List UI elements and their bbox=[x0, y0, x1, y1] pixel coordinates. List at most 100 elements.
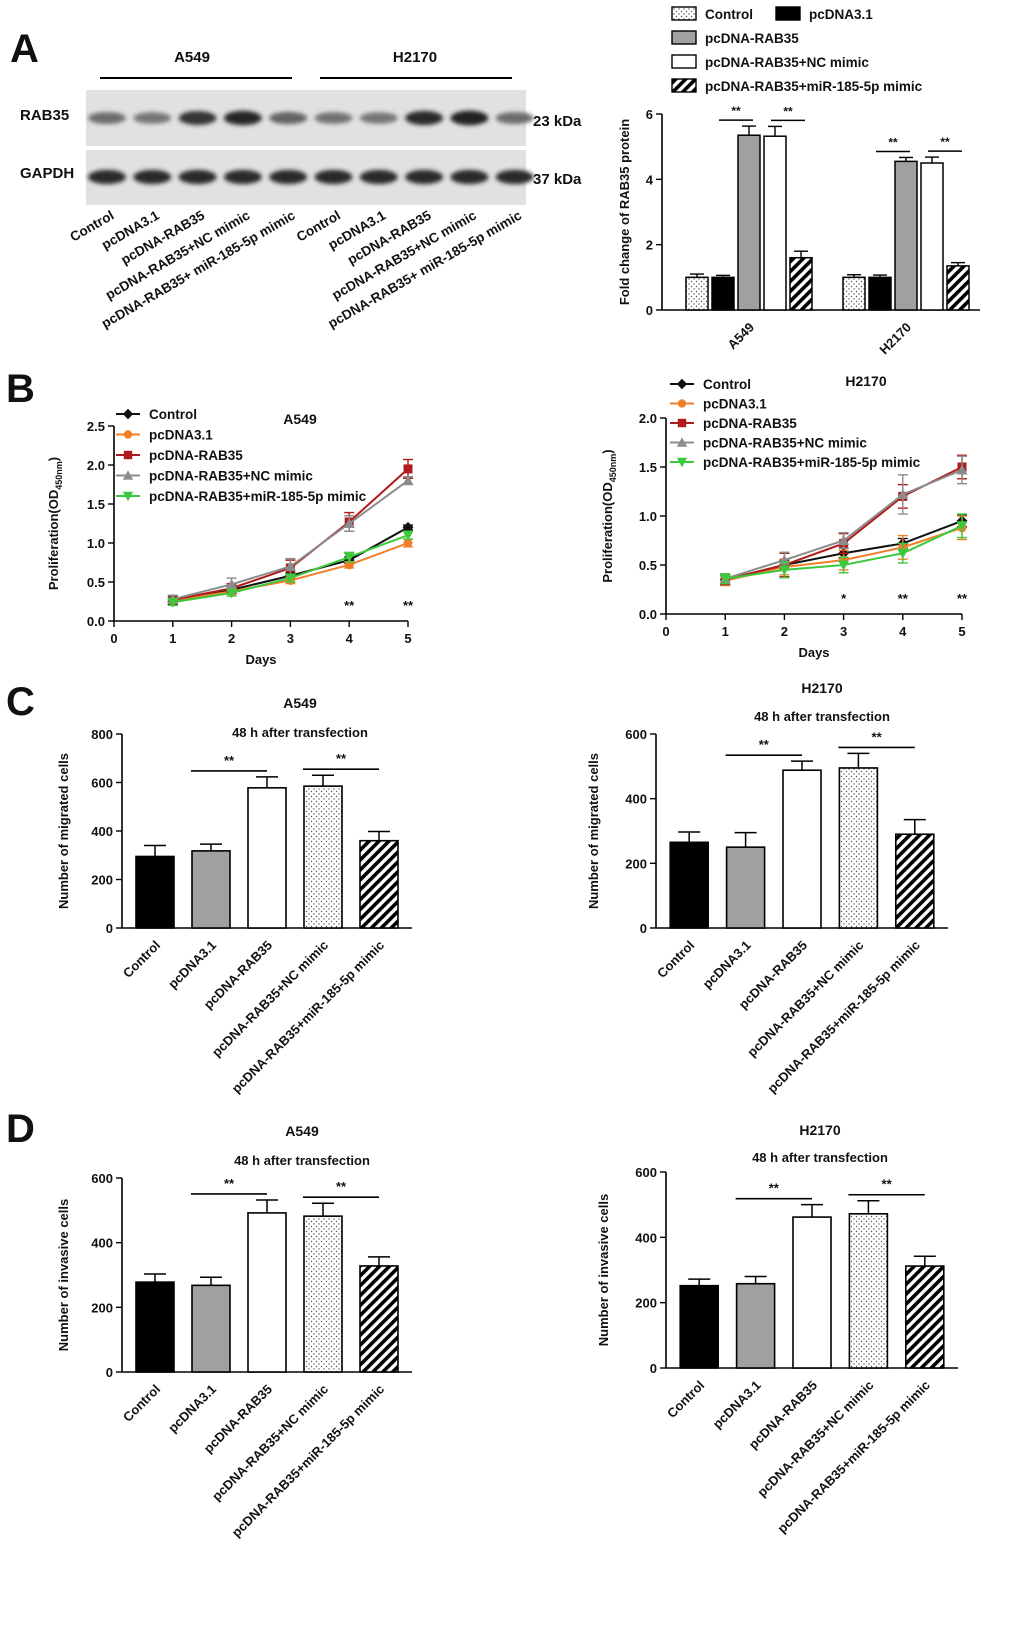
line-chart-B-H2170: 0.0 0.5 1.0 1.5 2.0 0 1 2 3 4 5 Days Proliferation(O… bbox=[600, 373, 968, 660]
y-tick-label: 800 bbox=[91, 727, 113, 742]
y-tick-label: 6 bbox=[646, 107, 653, 122]
y-axis-label: Number of migrated cells bbox=[56, 753, 71, 909]
point-marker bbox=[344, 560, 354, 570]
blot-band bbox=[133, 169, 172, 185]
chart-title: A549 bbox=[285, 1123, 319, 1139]
significance-label: ** bbox=[888, 135, 898, 149]
y-tick-label: 400 bbox=[91, 824, 113, 839]
western-blot: A549 H2170 RAB35 GAPDH 23 kDa 37 kDa Con… bbox=[20, 49, 582, 331]
chart-title: A549 bbox=[283, 695, 317, 711]
x-axis-label: Days bbox=[245, 652, 276, 667]
legend-label: pcDNA-RAB35+NC mimic bbox=[149, 469, 313, 484]
y-tick-label: 600 bbox=[625, 727, 647, 742]
category-label: pcDNA3.1 bbox=[165, 1382, 219, 1436]
bar bbox=[359, 1265, 399, 1373]
legend-swatch bbox=[671, 30, 697, 45]
bar bbox=[789, 256, 813, 311]
bar-chart-A-bar: 0 2 4 6 Fold change of RAB35 protein A549 ** **… bbox=[617, 104, 980, 357]
blot-band bbox=[88, 169, 126, 185]
x-tick-label: 2 bbox=[228, 631, 235, 646]
chart-title: A549 bbox=[283, 411, 317, 427]
y-tick-label: 200 bbox=[635, 1296, 657, 1311]
blot-band bbox=[359, 169, 398, 185]
blot-band bbox=[405, 169, 444, 185]
point-marker bbox=[123, 430, 133, 439]
significance-label: ** bbox=[940, 135, 950, 149]
point-marker bbox=[677, 418, 687, 428]
bar bbox=[711, 276, 735, 311]
significance-label: ** bbox=[872, 729, 883, 744]
bar bbox=[247, 1212, 287, 1373]
point-marker bbox=[122, 491, 134, 502]
point-marker bbox=[284, 573, 296, 584]
x-tick-label: 1 bbox=[722, 624, 729, 639]
legend-label: pcDNA3.1 bbox=[149, 428, 213, 443]
bar bbox=[904, 1265, 945, 1369]
y-axis-label: Proliferation(OD450nm) bbox=[600, 449, 618, 582]
point-marker bbox=[897, 488, 909, 499]
y-axis-label: Number of invasive cells bbox=[56, 1199, 71, 1351]
y-tick-label: 0.0 bbox=[87, 614, 105, 629]
x-axis-label: Days bbox=[798, 645, 829, 660]
significance-label: ** bbox=[344, 598, 355, 613]
blot-lane-labels: ControlpcDNA3.1pcDNA-RAB35pcDNA-RAB35+NC… bbox=[67, 207, 524, 331]
y-tick-label: 0 bbox=[640, 921, 647, 936]
chart-subtitle: 48 h after transfection bbox=[232, 725, 368, 740]
legend-B-A549: Control pcDNA3.1 pcDNA-RAB35 pcDNA-RAB35+NC… bbox=[116, 407, 367, 504]
y-tick-label: 0.5 bbox=[87, 575, 105, 590]
point-marker bbox=[897, 548, 909, 559]
x-tick-label: 1 bbox=[169, 631, 176, 646]
blot-band bbox=[178, 169, 217, 185]
point-marker bbox=[676, 378, 688, 390]
legend-label: pcDNA-RAB35+miR-185-5p mimic bbox=[149, 489, 367, 504]
point-marker bbox=[838, 535, 850, 545]
blot-row-label-rab35: RAB35 bbox=[20, 107, 69, 124]
blot-band bbox=[88, 112, 126, 124]
legend-label: pcDNA-RAB35 bbox=[705, 31, 799, 46]
bar bbox=[946, 265, 970, 311]
legend-label: Control bbox=[705, 7, 753, 22]
point-marker bbox=[403, 538, 413, 548]
legend-label: pcDNA-RAB35+NC mimic bbox=[705, 55, 869, 70]
y-axis-label: Proliferation(OD450nm) bbox=[46, 457, 64, 590]
legend-label: Control bbox=[149, 407, 197, 422]
x-tick-label: 0 bbox=[662, 624, 669, 639]
significance-label: ** bbox=[336, 751, 347, 766]
legend-label: pcDNA-RAB35 bbox=[149, 448, 243, 463]
bar bbox=[737, 134, 761, 311]
y-tick-label: 0 bbox=[646, 303, 653, 318]
y-tick-label: 2.0 bbox=[639, 411, 657, 426]
blot-band bbox=[133, 112, 172, 124]
blot-band bbox=[450, 110, 489, 126]
y-tick-label: 1.5 bbox=[87, 497, 105, 512]
blot-band bbox=[223, 110, 262, 126]
legend-label: pcDNA-RAB35 bbox=[703, 416, 797, 431]
point-marker bbox=[402, 530, 414, 541]
point-marker bbox=[343, 518, 355, 528]
blot-row-label-gapdh: GAPDH bbox=[20, 165, 74, 182]
significance-label: ** bbox=[898, 591, 909, 606]
legend-B-H2170: Control pcDNA3.1 pcDNA-RAB35 pcDNA-RAB35+NC… bbox=[670, 377, 921, 470]
bar bbox=[725, 846, 766, 929]
legend-swatch bbox=[671, 54, 697, 69]
category-label: Control bbox=[120, 1382, 163, 1425]
bar bbox=[685, 276, 709, 311]
x-tick-label: 3 bbox=[287, 631, 294, 646]
significance-label: ** bbox=[336, 1179, 347, 1194]
significance-label: ** bbox=[882, 1177, 893, 1192]
significance-label: ** bbox=[957, 591, 968, 606]
blot-size-label-rab35: 23 kDa bbox=[533, 113, 582, 130]
y-tick-label: 200 bbox=[91, 873, 113, 888]
bar bbox=[303, 785, 343, 929]
legend-label: pcDNA-RAB35+miR-185-5p mimic bbox=[705, 79, 923, 94]
cell-line-label-a549: A549 bbox=[174, 49, 210, 66]
y-axis-label-main: Proliferation(OD bbox=[600, 482, 615, 582]
bar bbox=[135, 855, 175, 929]
point-marker bbox=[226, 578, 238, 589]
significance-label: ** bbox=[224, 753, 235, 768]
bar-chart-D-H2170: 0 200 400 600 Number of invasive cells H2170 4… bbox=[596, 1122, 958, 1536]
panel-letter-b: B bbox=[6, 367, 35, 411]
bar bbox=[868, 276, 892, 311]
point-marker bbox=[956, 464, 968, 475]
